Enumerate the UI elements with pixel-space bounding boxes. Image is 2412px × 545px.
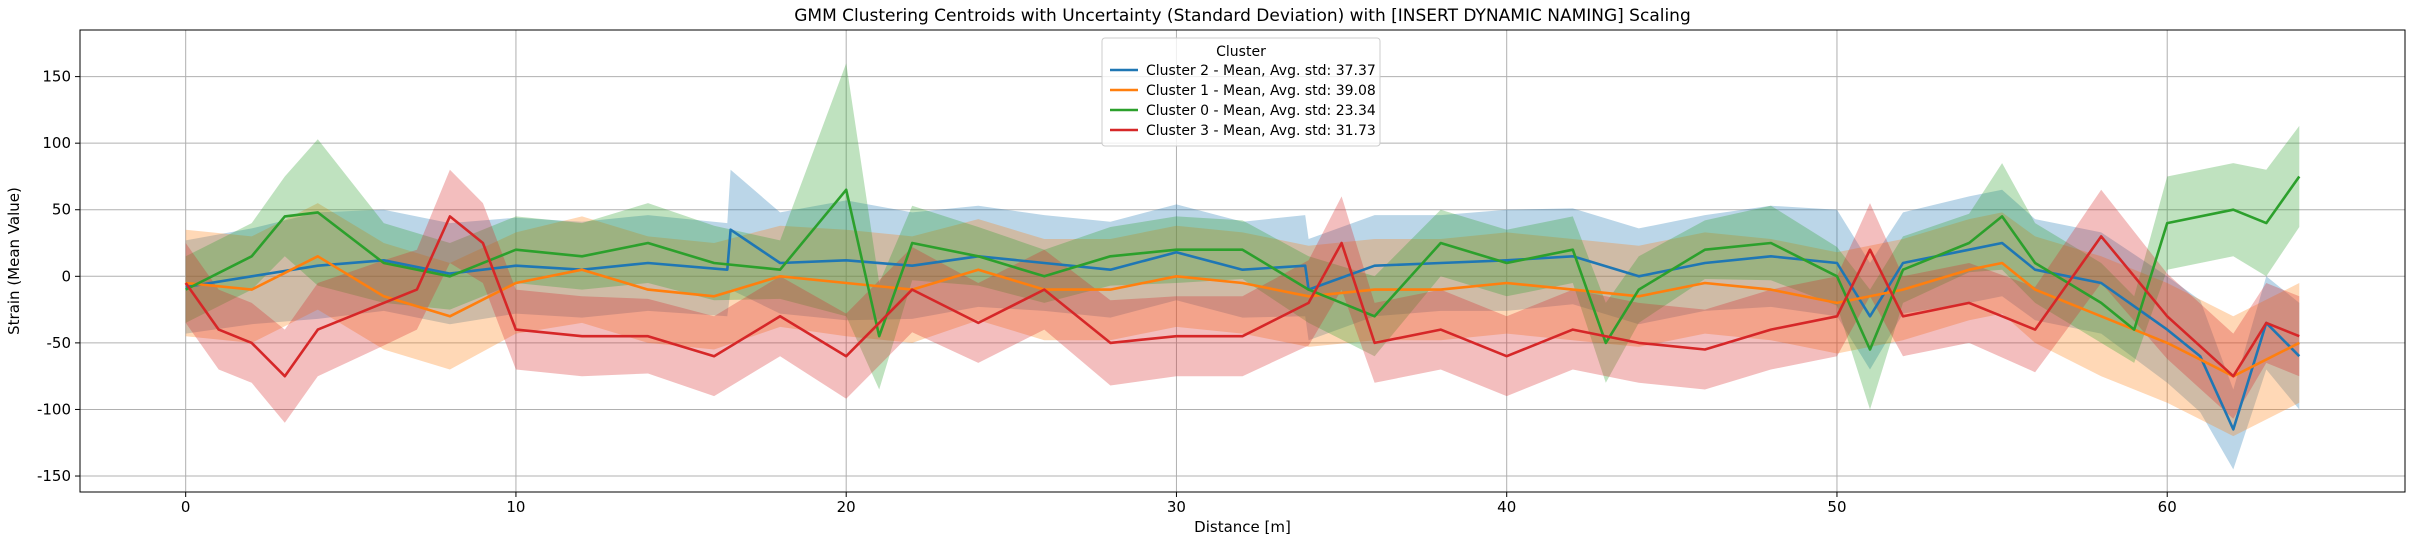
std-band-series-0 xyxy=(185,169,2300,470)
x-tick-label: 30 xyxy=(1167,498,1186,516)
x-tick-label: 40 xyxy=(1497,498,1516,516)
x-tick-label: 20 xyxy=(837,498,856,516)
y-tick-label: -100 xyxy=(37,400,71,418)
mean-line-series-3 xyxy=(184,215,2300,378)
legend: Cluster Cluster 2 - Mean, Avg. std: 37.3… xyxy=(1101,37,1381,147)
y-tick-label: 150 xyxy=(42,68,71,86)
legend-label: Cluster 3 - Mean, Avg. std: 31.73 xyxy=(1146,123,1376,139)
y-tick-label: 50 xyxy=(52,201,71,219)
x-axis-label: Distance [m] xyxy=(1194,518,1291,536)
y-tick-label: 0 xyxy=(61,267,71,285)
mean-lines xyxy=(184,175,2301,431)
std-bands xyxy=(185,63,2300,470)
grid xyxy=(80,30,2405,492)
axis-ticks: 0 10 20 30 40 50 60 -150 -100 -50 0 50 100 150 xyxy=(37,68,2177,516)
x-tick-label: 10 xyxy=(506,498,525,516)
legend-entries: Cluster 2 - Mean, Avg. std: 37.37 Cluster… xyxy=(1110,63,1376,139)
legend-label: Cluster 2 - Mean, Avg. std: 37.37 xyxy=(1146,63,1376,79)
y-tick-label: -150 xyxy=(37,467,71,485)
x-tick-label: 50 xyxy=(1827,498,1846,516)
x-tick-label: 60 xyxy=(2158,498,2177,516)
mean-line-series-1 xyxy=(185,254,2300,378)
y-tick-label: 100 xyxy=(42,134,71,152)
y-axis-label: Strain (Mean Value) xyxy=(5,187,23,335)
mean-line-series-2 xyxy=(185,175,2301,351)
y-tick-label: -50 xyxy=(47,334,72,352)
legend-label: Cluster 1 - Mean, Avg. std: 39.08 xyxy=(1146,83,1376,99)
legend-title: Cluster xyxy=(1216,44,1266,60)
std-band-series-2 xyxy=(185,63,2300,410)
legend-box xyxy=(1101,37,1381,147)
plot-frame xyxy=(79,29,2406,493)
x-tick-label: 0 xyxy=(181,498,191,516)
std-band-series-1 xyxy=(185,203,2300,437)
legend-label: Cluster 0 - Mean, Avg. std: 23.34 xyxy=(1146,103,1376,119)
chart-title: GMM Clustering Centroids with Uncertaint… xyxy=(794,6,1691,26)
std-band-series-3 xyxy=(185,169,2300,423)
